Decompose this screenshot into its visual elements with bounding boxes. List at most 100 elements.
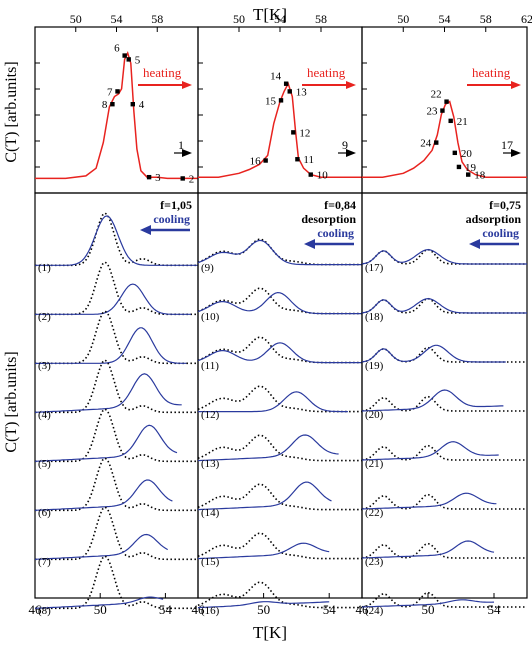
point-label: 19 [465,162,477,174]
data-point-marker [448,118,453,124]
cooling-curve [34,479,173,511]
cooling-curve [35,215,198,266]
cooling-curve [34,424,178,462]
arrow-label: 9 [342,138,348,152]
curve-label: (8) [38,605,51,617]
top-tick-label: 50 [233,12,245,26]
curve-label: (6) [38,507,51,519]
bottom-tick-label: 50 [257,602,270,617]
cooling-curve [197,481,332,511]
heating-curve [362,100,527,178]
top-panel-frame-2 [197,26,363,194]
cooling-curve [197,601,330,609]
reference-curve [197,483,362,511]
data-point-marker [444,99,449,104]
data-point-marker [110,102,115,107]
curve-label: (14) [201,507,220,519]
process-label: adsorption [466,212,522,226]
heating-label: heating [307,65,346,80]
data-point-marker [283,81,289,86]
point-label: 16 [250,156,262,168]
point-label: 5 [135,54,141,66]
bottom-tick-label: 54 [159,602,173,617]
curve-label: (16) [201,605,220,617]
data-point-marker [456,164,462,170]
data-point-marker [466,172,471,177]
arrow-head [182,149,192,157]
bottom-tick-label: 54 [323,602,337,617]
point-label: 3 [155,172,161,184]
point-label: 13 [296,86,308,98]
top-tick-label: 54 [439,12,451,26]
cooling-curve [34,283,191,315]
cooling-curve [34,596,164,609]
top-tick-label: 50 [397,12,409,26]
point-label: 7 [107,86,113,98]
fraction-label: f=0,84 [324,198,356,212]
curve-label: (22) [365,507,384,519]
data-point-marker [452,150,458,156]
fraction-label: f=1,05 [160,198,192,212]
data-point-marker [295,157,300,162]
top-tick-label: 54 [111,12,123,26]
cooling-curve [34,373,182,413]
top-tick-label: 58 [151,12,163,26]
reference-curve [361,444,527,461]
point-label: 22 [431,89,442,101]
reference-curve [197,532,362,560]
reference-curve [35,310,198,365]
arrow-label: 17 [501,138,513,152]
cooling-label: cooling [317,226,354,240]
top-tick-label: 58 [315,12,327,26]
point-label: 6 [114,43,120,55]
cooling-label: cooling [482,226,519,240]
heating-arrow-head [346,81,356,89]
point-label: 24 [420,138,432,150]
arrow-head [511,149,521,157]
bottom-tick-label: 54 [488,602,502,617]
data-point-marker [440,108,445,113]
bottom-tick-label: 46 [192,602,206,617]
process-label: desorption [301,212,356,226]
curve-label: (7) [38,556,51,568]
bottom-tick-label: 46 [356,602,370,617]
reference-curve [35,457,198,512]
curve-label: (24) [365,605,384,617]
heating-curve [198,81,362,178]
curve-label: (12) [201,409,220,421]
bottom-panel-frame-2 [197,192,363,599]
curve-label: (19) [365,360,384,372]
reference-curve [197,434,362,462]
cooling-curve [34,533,168,560]
data-point-marker [308,172,313,177]
reference-curve [35,261,198,316]
data-point-marker [146,174,152,180]
heating-arrow-head [182,81,192,89]
top-tick-label: 50 [70,12,82,26]
top-y-axis-label: C(T) [arb.units] [3,61,20,162]
top-tick-label: 54 [274,12,286,26]
reference-curve [361,395,527,412]
point-label: 10 [317,170,329,182]
curve-label: (20) [365,409,384,421]
top-axis-title: T[K] [253,5,287,24]
curve-label: (1) [38,262,51,274]
cooling-curve [361,344,506,363]
point-label: 14 [270,71,282,83]
cooling-curve [197,342,362,364]
point-label: 18 [474,170,486,182]
cooling-curve [361,389,504,412]
bottom-tick-label: 50 [422,602,435,617]
reference-curve [361,542,527,559]
heating-curve [35,50,198,180]
cooling-curve [361,540,495,559]
reference-curve [35,408,198,463]
reference-curve [35,506,198,561]
curve-label: (10) [201,311,220,323]
curve-label: (9) [201,262,214,274]
cooling-curve [361,248,527,265]
curve-label: (17) [365,262,384,274]
top-tick-label: 62 [521,12,532,26]
cooling-curve [361,599,495,608]
